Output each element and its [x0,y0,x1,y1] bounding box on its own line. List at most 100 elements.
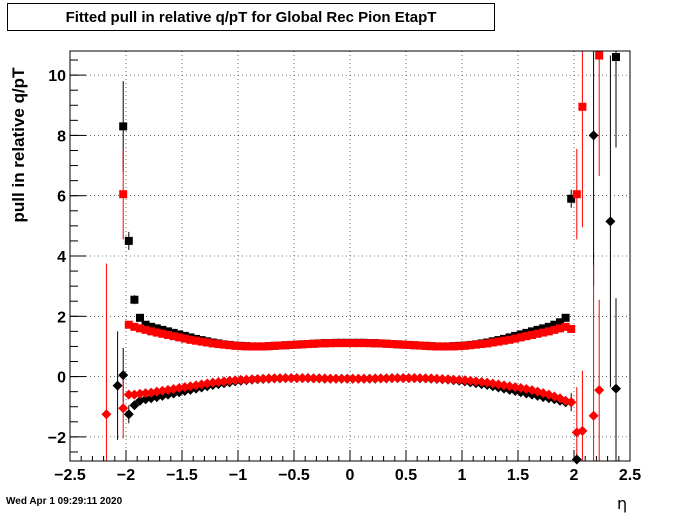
diamond-marker [280,373,291,384]
diamond-marker [258,373,269,384]
y-tick-label: −2 [48,430,66,447]
diamond-marker [605,216,616,227]
diamond-marker [118,403,129,414]
square-marker [438,342,447,351]
square-marker [505,335,514,344]
square-marker [164,330,172,339]
x-axis-label: η [617,494,628,513]
x-tick-label: 2.5 [619,467,641,484]
square-marker [281,341,290,350]
diamond-marker [297,373,308,384]
square-marker [348,339,357,348]
diamond-marker [118,370,129,381]
square-marker [556,324,564,333]
square-marker [119,122,128,131]
square-marker [460,341,469,350]
square-marker [214,340,223,349]
square-marker [432,342,441,351]
diamond-marker [381,373,392,384]
square-marker [208,339,217,348]
diamond-marker [123,409,134,420]
square-marker [124,236,133,245]
square-marker [494,337,503,346]
x-tick-label: −1 [229,467,247,484]
diamond-marker [314,373,325,384]
square-marker [225,341,234,350]
square-marker [455,342,464,351]
axis-ticks [69,59,631,461]
square-marker [287,340,296,349]
square-marker [136,324,144,333]
square-marker [304,340,312,349]
square-marker [427,342,436,351]
square-marker [550,325,559,334]
x-tick-label: −2 [117,467,135,484]
square-marker [124,320,133,329]
square-marker [147,322,156,331]
square-marker [404,340,413,349]
diamond-marker [387,373,397,384]
square-marker [595,51,604,60]
square-marker [292,340,301,349]
square-marker [516,333,525,342]
x-tick-label: 1 [458,467,467,484]
diamond-marker [112,380,123,391]
y-tick-label: 2 [57,309,66,326]
square-marker [544,327,553,336]
diamond-marker [443,374,453,385]
diamond-marker [409,373,420,384]
x-tick-label: 0 [346,467,355,484]
diamond-marker [331,373,341,384]
diamond-marker [594,385,605,396]
y-tick-label: 0 [57,370,66,387]
diamond-marker [308,373,319,384]
square-marker [561,313,570,322]
square-marker [169,332,178,341]
diamond-marker [275,373,285,384]
diamond-marker [235,374,246,385]
square-marker [220,340,228,349]
square-marker [466,341,475,350]
square-marker [567,324,576,333]
square-marker [388,340,396,349]
square-marker [449,342,458,351]
square-marker [472,340,480,349]
diamond-marker [420,373,431,384]
y-tick-label: 6 [57,189,66,206]
square-marker [130,295,139,304]
diamond-marker [129,400,140,411]
diamond-marker [269,373,280,384]
square-marker [253,342,262,351]
square-marker [320,339,329,348]
diamond-marker [347,373,358,384]
square-marker [360,339,368,348]
diamond-marker [588,130,599,141]
square-marker [421,341,430,350]
square-marker [539,328,548,337]
square-marker [343,339,352,348]
square-marker [248,342,256,351]
square-marker [528,330,536,339]
square-marker [141,320,150,329]
diamond-marker [431,373,442,384]
square-marker [444,342,452,351]
square-marker [203,338,212,347]
diamond-marker [415,373,425,384]
square-marker [332,339,340,348]
data-markers [101,51,621,465]
square-marker [264,342,273,351]
square-marker [147,327,156,336]
diamond-marker [364,373,375,384]
diamond-marker [325,373,336,384]
square-marker [242,342,251,351]
diamond-marker [454,374,465,385]
square-marker [488,338,497,347]
diamond-marker [353,373,364,384]
chart-title: Fitted pull in relative q/pT for Global … [7,3,495,31]
x-tick-label: 0.5 [395,467,417,484]
square-marker [276,341,284,350]
diamond-marker [426,373,437,384]
diamond-marker [375,373,386,384]
square-marker [539,324,548,333]
